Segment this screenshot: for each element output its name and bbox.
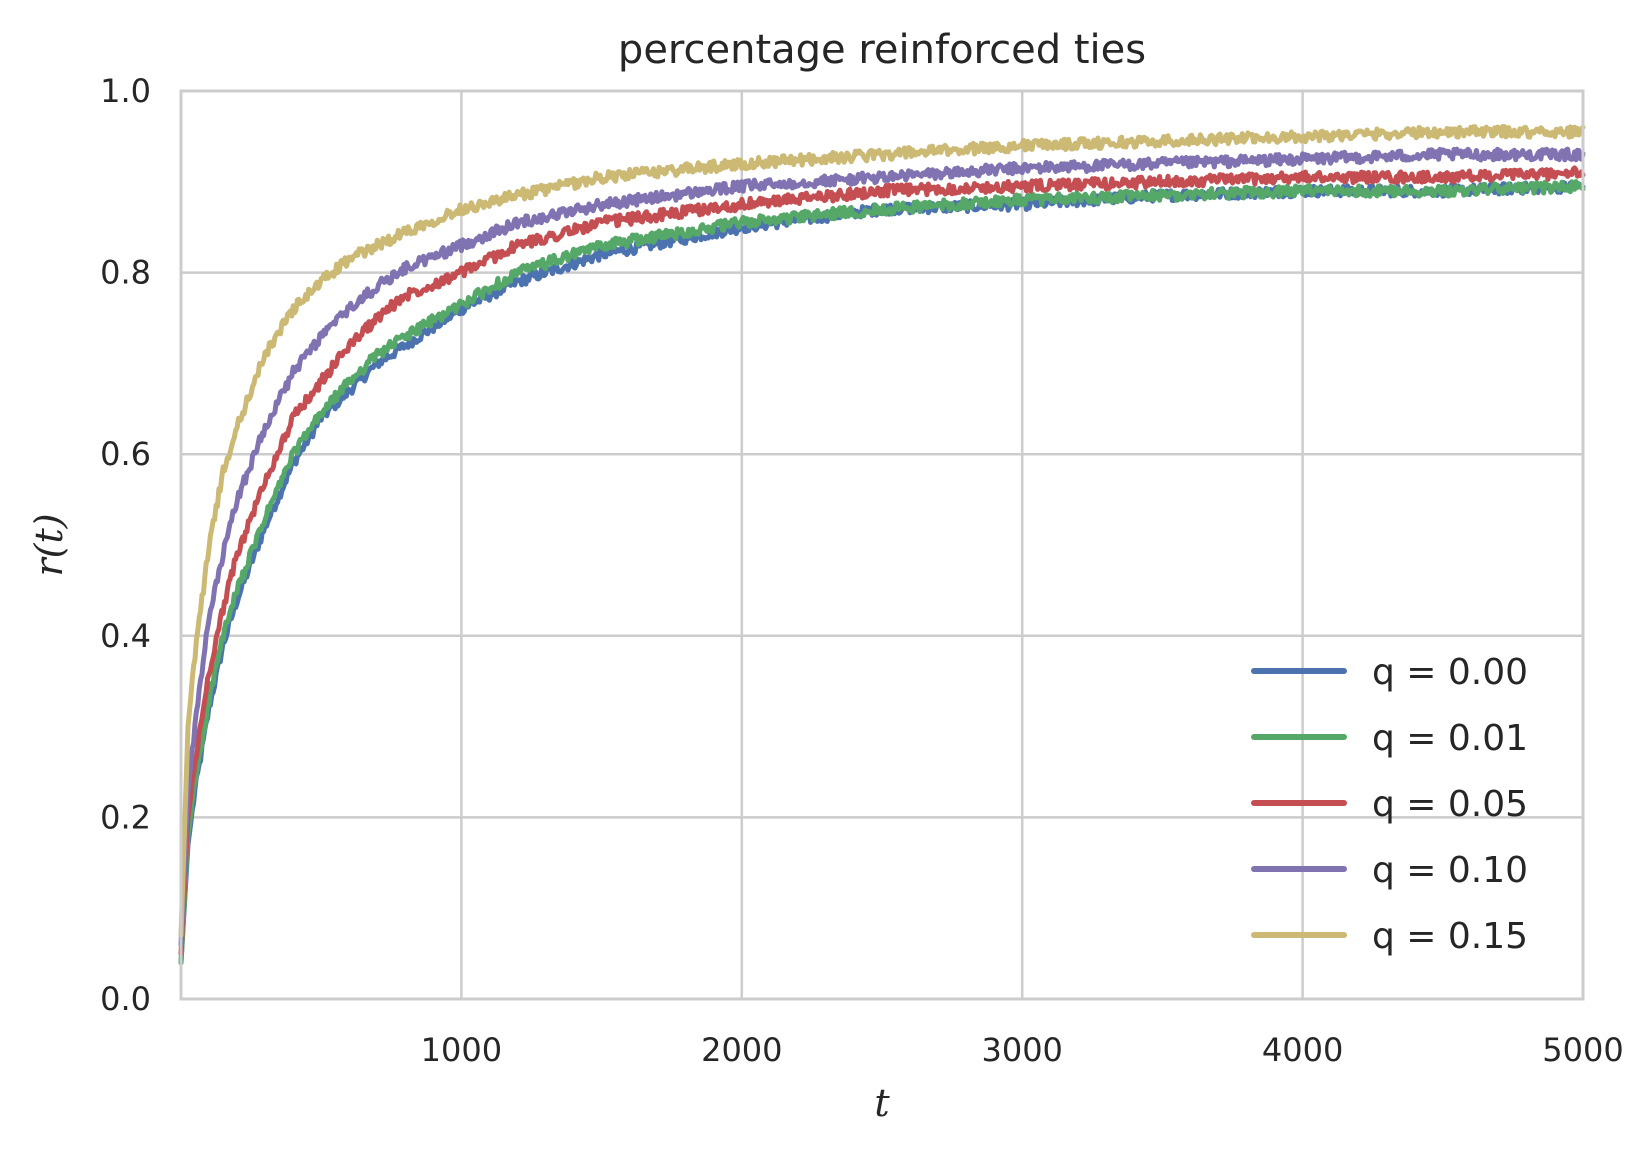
legend-entry: q = 0.05 — [1372, 784, 1528, 825]
x-tick-label: 5000 — [1542, 1031, 1623, 1069]
series-line-4 — [178, 124, 1586, 938]
x-tick-label: 3000 — [981, 1031, 1062, 1069]
x-tick-label: 2000 — [701, 1031, 782, 1069]
series-lines — [178, 124, 1586, 966]
legend-entry: q = 0.10 — [1372, 850, 1528, 891]
y-tick-labels: 0.0 0.2 0.4 0.6 0.8 1.0 — [100, 72, 151, 1018]
series-line-3 — [178, 146, 1586, 947]
x-tick-label: 4000 — [1262, 1031, 1343, 1069]
y-tick-label: 0.0 — [100, 980, 151, 1018]
y-tick-label: 0.4 — [100, 617, 151, 655]
y-tick-label: 0.6 — [100, 435, 151, 473]
legend-entry: q = 0.15 — [1372, 916, 1528, 957]
legend: q = 0.00 q = 0.01 q = 0.05 q = 0.10 q = 0.15 — [1251, 652, 1528, 957]
chart-title: percentage reinforced ties — [618, 27, 1146, 73]
series-line-2 — [178, 165, 1586, 957]
x-tick-label: 1000 — [421, 1031, 502, 1069]
series-line-1 — [178, 179, 1586, 966]
y-axis-label: r(t) — [27, 513, 71, 576]
x-tick-labels: 1000 2000 3000 4000 5000 — [421, 1031, 1624, 1069]
x-axis-label: t — [874, 1081, 890, 1125]
y-tick-label: 1.0 — [100, 72, 151, 110]
legend-entry: q = 0.00 — [1372, 652, 1528, 693]
plot-frame — [179, 89, 1585, 1001]
y-tick-label: 0.2 — [100, 798, 151, 836]
legend-entry: q = 0.01 — [1372, 718, 1528, 759]
y-tick-label: 0.8 — [100, 254, 151, 292]
